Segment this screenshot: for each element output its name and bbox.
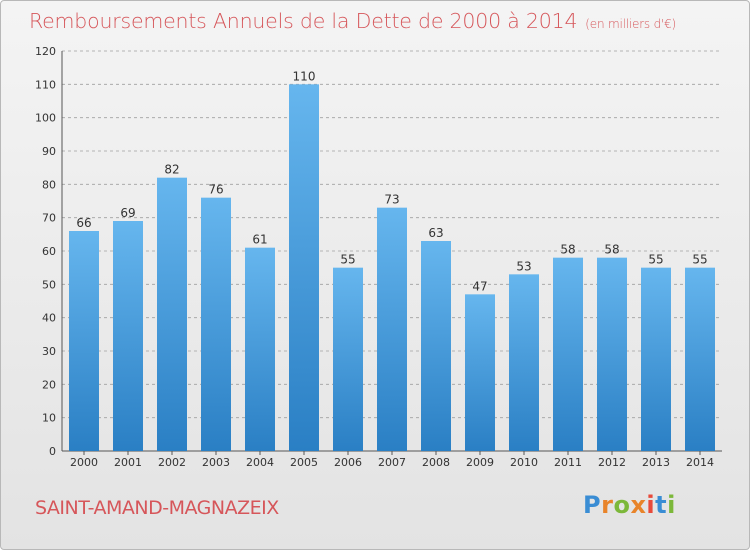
bar [157, 177, 187, 451]
x-tick-label: 2002 [158, 456, 186, 469]
logo-letter: o [613, 491, 631, 519]
logo-letter: i [667, 491, 676, 519]
data-label: 55 [692, 253, 707, 267]
data-label: 69 [120, 206, 135, 220]
y-tick-label: 80 [42, 178, 56, 191]
data-label: 47 [472, 279, 487, 293]
data-label: 76 [208, 183, 223, 197]
bar [685, 267, 715, 451]
bar [597, 257, 627, 451]
y-tick-label: 60 [42, 245, 56, 258]
chart-title-text: Remboursements Annuels de la Dette de 20… [29, 9, 578, 33]
x-tick-label: 2012 [598, 456, 626, 469]
x-tick-label: 2011 [554, 456, 582, 469]
data-label: 82 [164, 163, 179, 177]
bar [465, 294, 495, 451]
bar [641, 267, 671, 451]
y-tick-label: 120 [35, 45, 56, 58]
logo-letter: i [646, 491, 656, 519]
x-tick-label: 2013 [642, 456, 670, 469]
bar [509, 274, 539, 451]
y-tick-label: 90 [42, 145, 56, 158]
proxiti-logo[interactable]: Proxiti [583, 491, 676, 519]
x-tick-label: 2007 [378, 456, 406, 469]
y-tick-label: 10 [42, 412, 56, 425]
logo-letter: x [630, 491, 647, 519]
x-tick-label: 2010 [510, 456, 538, 469]
y-tick-label: 20 [42, 378, 56, 391]
x-tick-label: 2008 [422, 456, 450, 469]
y-tick-label: 100 [35, 112, 56, 125]
commune-name: SAINT-AMAND-MAGNAZEIX [35, 497, 279, 519]
data-label: 63 [428, 226, 443, 240]
data-label: 58 [560, 243, 575, 257]
y-tick-label: 110 [35, 78, 56, 91]
x-tick-label: 2006 [334, 456, 362, 469]
x-tick-label: 2001 [114, 456, 142, 469]
data-label: 55 [340, 253, 355, 267]
bar [113, 221, 143, 451]
data-label: 58 [604, 243, 619, 257]
data-label: 110 [293, 69, 316, 83]
chart-unit: (en milliers d'€) [585, 17, 677, 31]
bar [421, 241, 451, 451]
x-tick-label: 2003 [202, 456, 230, 469]
y-tick-label: 40 [42, 312, 56, 325]
x-tick-label: 2004 [246, 456, 274, 469]
bar [553, 257, 583, 451]
x-tick-label: 2014 [686, 456, 714, 469]
y-tick-label: 30 [42, 345, 56, 358]
logo-letter: P [583, 491, 602, 519]
bar [201, 197, 231, 451]
data-label: 73 [384, 193, 399, 207]
bar [333, 267, 363, 451]
chart-title: Remboursements Annuels de la Dette de 20… [29, 9, 676, 33]
bar [69, 231, 99, 451]
y-tick-label: 70 [42, 212, 56, 225]
logo-letter: t [655, 491, 668, 519]
bar [377, 207, 407, 451]
y-tick-label: 50 [42, 278, 56, 291]
bar [245, 247, 275, 451]
x-tick-label: 2009 [466, 456, 494, 469]
bar [289, 84, 319, 451]
data-label: 55 [648, 253, 663, 267]
y-tick-label: 0 [49, 445, 56, 458]
data-label: 61 [252, 233, 267, 247]
data-label: 66 [76, 216, 91, 230]
x-tick-label: 2005 [290, 456, 318, 469]
data-label: 53 [516, 259, 531, 273]
x-tick-label: 2000 [70, 456, 98, 469]
logo-letter: r [601, 491, 614, 519]
